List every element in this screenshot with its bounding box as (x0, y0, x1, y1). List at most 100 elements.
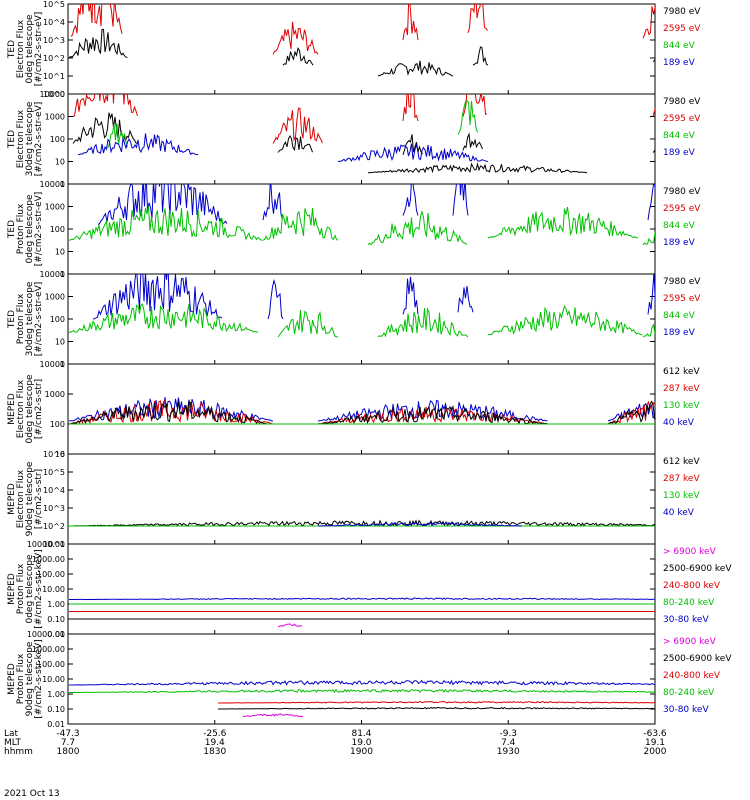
series-trace (607, 402, 655, 422)
y-tick-label: 1 (60, 180, 65, 189)
y-axis-label: TEDProton Flux0deg telescope[#/cm2-s-str… (7, 192, 44, 267)
y-tick-label: 10^0 (43, 90, 65, 99)
legend-entry: 287 keV (663, 384, 700, 394)
legend-entry: 7980 eV (663, 7, 701, 17)
series-trace (402, 134, 423, 155)
y-tick-label: 0.10 (47, 705, 65, 714)
y-axis-label-line: 0deg telescope (25, 14, 35, 84)
panel-frame (67, 183, 656, 275)
y-axis-label-line: [#/cm2-s-str-eV] (34, 192, 44, 267)
y-tick-label: 1000 (45, 293, 65, 302)
legend-entry: 189 eV (663, 148, 696, 158)
series-trace (277, 309, 339, 338)
legend-entry: > 6900 keV (663, 547, 717, 557)
y-axis-label-line: Proton Flux (16, 653, 26, 704)
y-tick-label: 10^5 (43, 468, 65, 477)
series-trace (277, 134, 313, 153)
footer-value: 7.7 (61, 738, 75, 748)
series-trace (262, 184, 283, 221)
panel-8: 0.010.101.0010.00100.001000.0010000.00ME… (7, 630, 732, 729)
y-axis-label-line: [#/cm2-s-str-keV] (34, 549, 44, 628)
series-trace (68, 519, 655, 527)
y-tick-label: 0.10 (47, 615, 65, 624)
series-trace (317, 404, 548, 425)
y-axis-label-line: Proton Flux (16, 563, 26, 614)
series-trace (218, 700, 655, 704)
panel-4: 1 10 100 1000 10000 TEDProton Flux30deg teles… (7, 270, 701, 369)
y-tick-label: 10^4 (43, 486, 65, 495)
legend-entry: 612 keV (663, 367, 700, 377)
footer-value: 1800 (57, 747, 80, 757)
series-trace (698, 63, 713, 116)
y-tick-label: 100.00 (37, 570, 65, 579)
y-axis-label-line: Proton Flux (16, 293, 26, 344)
panel-3: 1 10 100 1000 10000 TEDProton Flux0deg telesc… (7, 180, 701, 279)
y-tick-label: 1000.00 (32, 645, 65, 654)
panel-series (72, 63, 713, 174)
y-tick-label: 1000 (45, 113, 65, 122)
legend-entry: 189 eV (663, 58, 696, 68)
series-trace (277, 623, 303, 627)
series-trace (457, 285, 474, 313)
panel-frame (67, 453, 656, 545)
legend-entry: 844 eV (663, 221, 696, 231)
footer-value: 1930 (497, 747, 520, 757)
panel-5: 10 100 1000 10000 MEPEDElectron Flux0deg tel… (7, 360, 700, 459)
y-axis-label-line: 0deg telescope (25, 554, 35, 624)
y-axis-label-line: TED (7, 220, 17, 239)
y-tick-label: 0.01 (47, 630, 65, 639)
footer-value: 81.4 (351, 729, 371, 739)
footer-row-label: MLT (4, 738, 22, 748)
legend-entry: 40 keV (663, 418, 695, 428)
y-axis-label: MEPEDElectron Flux90deg telescope[#/cm2-… (7, 461, 44, 536)
footer-value: 2000 (644, 747, 667, 757)
y-axis-label-line: 90deg telescope (25, 461, 35, 536)
y-axis-label-line: TED (7, 130, 17, 149)
footer-row-label: hhmm (4, 747, 33, 757)
legend-entry: 7980 eV (663, 97, 701, 107)
legend-entry: 844 eV (663, 41, 696, 51)
legend-entry: 80-240 keV (663, 688, 715, 698)
y-axis-label: TEDElectron Flux0deg telescope[#/cm2-s-s… (7, 12, 44, 87)
y-tick-label: 10^3 (43, 504, 65, 513)
series-trace (698, 43, 713, 67)
y-axis-label: TEDProton Flux30deg telescope[#/cm2-s-st… (7, 281, 44, 356)
y-axis-label-line: [#/cm2-s-str-eV] (34, 282, 44, 357)
series-trace (607, 400, 655, 425)
y-axis-label-line: Electron Flux (16, 469, 26, 528)
y-tick-label: 10.00 (42, 675, 65, 684)
legend-entry: 30-80 keV (663, 615, 709, 625)
legend-entry: 130 keV (663, 491, 700, 501)
footer-row-label: Lat (4, 729, 19, 739)
legend-entry: 40 keV (663, 508, 695, 518)
y-tick-label: 1.00 (47, 600, 65, 609)
footer-value: 7.4 (501, 738, 516, 748)
series-trace (68, 303, 259, 333)
legend-entry: 7980 eV (663, 187, 701, 197)
series-trace (68, 400, 268, 425)
series-trace (77, 133, 199, 156)
series-trace (68, 28, 128, 59)
series-trace (487, 304, 643, 336)
series-trace (69, 597, 655, 601)
y-tick-label: 10000 (40, 360, 65, 369)
y-tick-label: 1 (60, 270, 65, 279)
y-tick-label: 10^6 (43, 450, 65, 459)
series-trace (642, 4, 655, 39)
y-axis-label-line: MEPED (7, 573, 17, 605)
y-axis-label-line: 0deg telescope (25, 194, 35, 264)
legend-entry: 612 keV (663, 457, 700, 467)
y-tick-label: 100 (50, 225, 65, 234)
y-tick-label: 10000.00 (27, 540, 65, 549)
legend-entry: 130 keV (663, 401, 700, 411)
y-tick-label: 10^2 (43, 54, 65, 63)
series-trace (337, 142, 489, 162)
legend-entry: 7980 eV (663, 277, 701, 287)
panel-frame (67, 3, 656, 95)
legend-entry: 2500-6900 keV (663, 564, 732, 574)
y-tick-label: 100 (50, 135, 65, 144)
series-trace (402, 184, 419, 216)
panel-series (68, 184, 655, 246)
footer-value: 19.1 (645, 738, 665, 748)
y-axis-label-line: [#/cm2-s-str-eV] (34, 12, 44, 87)
